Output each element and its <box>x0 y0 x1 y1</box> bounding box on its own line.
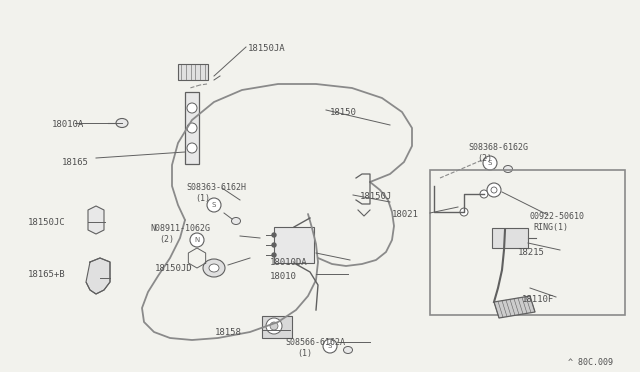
Circle shape <box>272 233 276 237</box>
Text: (1): (1) <box>297 349 312 358</box>
Ellipse shape <box>116 119 128 128</box>
Bar <box>262 316 292 338</box>
Ellipse shape <box>209 264 219 272</box>
Circle shape <box>270 322 278 330</box>
Text: 18010DA: 18010DA <box>270 258 308 267</box>
Text: 18150JC: 18150JC <box>28 218 66 227</box>
Circle shape <box>272 243 276 247</box>
Text: 18215: 18215 <box>518 248 545 257</box>
Bar <box>492 228 528 248</box>
Text: 18110F: 18110F <box>522 295 554 304</box>
Bar <box>185 92 199 164</box>
Ellipse shape <box>344 346 353 353</box>
Polygon shape <box>494 296 535 318</box>
Text: S08368-6162G: S08368-6162G <box>468 143 528 152</box>
Text: S: S <box>212 202 216 208</box>
Ellipse shape <box>203 259 225 277</box>
Text: 18150J: 18150J <box>360 192 392 201</box>
Circle shape <box>323 339 337 353</box>
Text: S08363-6162H: S08363-6162H <box>186 183 246 192</box>
Bar <box>178 64 208 80</box>
Circle shape <box>207 198 221 212</box>
Text: 18150JA: 18150JA <box>248 44 285 53</box>
Text: (2): (2) <box>477 154 492 163</box>
Text: 18150JD: 18150JD <box>155 264 193 273</box>
Ellipse shape <box>504 166 513 173</box>
Text: S: S <box>328 343 332 349</box>
Circle shape <box>187 103 197 113</box>
Text: N08911-1062G: N08911-1062G <box>150 224 210 233</box>
Circle shape <box>483 156 497 170</box>
Text: S: S <box>488 160 492 166</box>
Circle shape <box>491 187 497 193</box>
Text: (1): (1) <box>195 194 210 203</box>
Text: 18165: 18165 <box>62 158 89 167</box>
Text: 18010A: 18010A <box>52 120 84 129</box>
Text: 00922-50610: 00922-50610 <box>530 212 585 221</box>
Text: N: N <box>195 237 200 243</box>
Bar <box>274 227 314 263</box>
Circle shape <box>266 318 282 334</box>
Bar <box>430 170 625 315</box>
Circle shape <box>187 143 197 153</box>
Text: (2): (2) <box>159 235 174 244</box>
Polygon shape <box>86 258 110 294</box>
Polygon shape <box>88 206 104 234</box>
Text: 18150: 18150 <box>330 108 357 117</box>
Circle shape <box>487 183 501 197</box>
Text: RING(1): RING(1) <box>533 223 568 232</box>
Text: 18021: 18021 <box>392 210 419 219</box>
Text: S08566-6162A: S08566-6162A <box>285 338 345 347</box>
Text: 18158: 18158 <box>215 328 242 337</box>
Circle shape <box>272 253 276 257</box>
Circle shape <box>460 208 468 216</box>
Ellipse shape <box>232 218 241 224</box>
Text: 18010: 18010 <box>270 272 297 281</box>
Circle shape <box>187 123 197 133</box>
Text: ^ 80C.009: ^ 80C.009 <box>568 358 613 367</box>
Circle shape <box>190 233 204 247</box>
Circle shape <box>480 190 488 198</box>
Text: 18165+B: 18165+B <box>28 270 66 279</box>
